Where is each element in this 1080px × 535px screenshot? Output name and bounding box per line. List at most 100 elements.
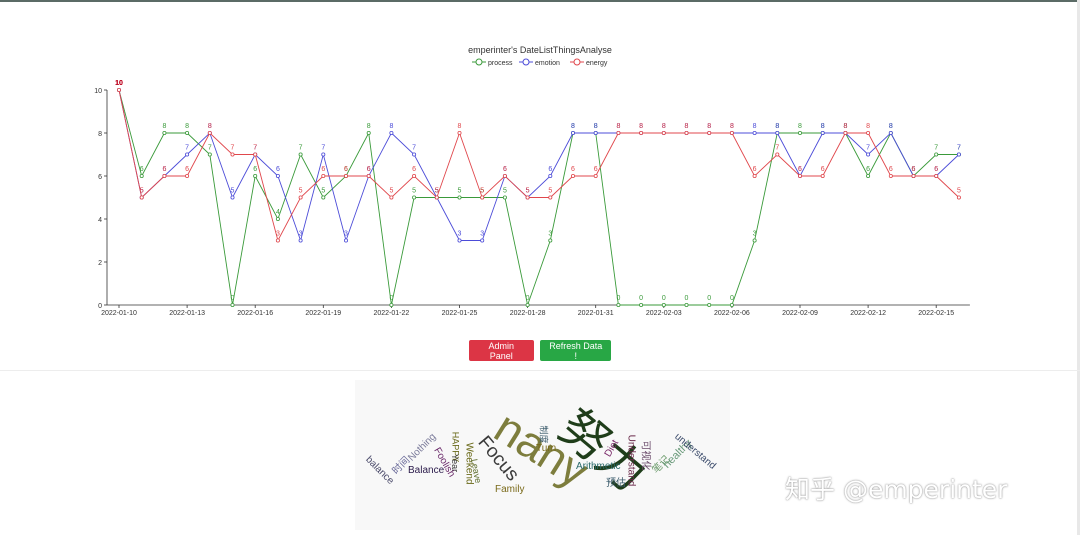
data-label-process: 7 xyxy=(934,145,938,152)
data-label-emotion: 8 xyxy=(639,123,643,130)
x-tick-label: 2022-02-12 xyxy=(850,310,886,317)
data-point-energy xyxy=(525,195,530,200)
data-point-energy xyxy=(752,173,757,178)
data-label-energy: 6 xyxy=(571,166,575,173)
data-point-energy xyxy=(139,195,144,200)
data-label-process: 5 xyxy=(503,188,507,195)
data-label-energy: 8 xyxy=(730,123,734,130)
data-point-emotion xyxy=(752,130,757,135)
data-label-process: 10 xyxy=(115,80,123,87)
data-label-energy: 5 xyxy=(140,188,144,195)
data-point-emotion xyxy=(321,152,326,157)
scrollbar-track[interactable] xyxy=(1077,0,1080,535)
data-label-energy: 5 xyxy=(480,188,484,195)
data-label-process: 6 xyxy=(866,166,870,173)
data-label-process: 5 xyxy=(435,188,439,195)
data-label-emotion: 8 xyxy=(707,123,711,130)
data-label-process: 8 xyxy=(571,123,575,130)
data-point-emotion xyxy=(820,130,825,135)
data-label-emotion: 8 xyxy=(685,123,689,130)
data-label-emotion: 6 xyxy=(367,166,371,173)
data-label-emotion: 8 xyxy=(662,123,666,130)
wordcloud-word: Turn xyxy=(536,443,557,454)
data-point-emotion xyxy=(548,173,553,178)
refresh-data-button[interactable]: Refresh Data ! xyxy=(540,340,612,361)
data-label-process: 6 xyxy=(253,166,257,173)
data-label-energy: 7 xyxy=(253,145,257,152)
data-label-emotion: 8 xyxy=(775,123,779,130)
data-label-emotion: 8 xyxy=(843,123,847,130)
data-point-process xyxy=(275,216,280,221)
y-tick-label: 2 xyxy=(98,260,102,267)
wordcloud-background xyxy=(355,380,730,530)
data-label-process: 0 xyxy=(707,295,711,302)
x-tick-label: 2022-02-09 xyxy=(782,310,818,317)
data-label-process: 0 xyxy=(526,295,530,302)
data-point-emotion xyxy=(343,238,348,243)
data-point-process xyxy=(707,302,712,307)
data-label-energy: 6 xyxy=(594,166,598,173)
data-point-process xyxy=(389,302,394,307)
action-buttons: Admin Panel Refresh Data ! xyxy=(0,340,1080,364)
legend-marker xyxy=(522,58,530,66)
data-label-energy: 10 xyxy=(115,80,123,87)
y-tick-label: 8 xyxy=(98,131,102,138)
data-label-emotion: 8 xyxy=(616,123,620,130)
data-point-energy xyxy=(911,173,916,178)
legend-label-energy: energy xyxy=(586,60,608,67)
data-label-process: 3 xyxy=(548,231,552,238)
data-point-process xyxy=(616,302,621,307)
data-label-process: 0 xyxy=(639,295,643,302)
y-tick-label: 4 xyxy=(98,217,102,224)
series-line-process xyxy=(118,89,959,307)
data-label-energy: 5 xyxy=(526,188,530,195)
data-label-process: 3 xyxy=(753,231,757,238)
data-point-emotion xyxy=(775,130,780,135)
data-label-emotion: 6 xyxy=(934,166,938,173)
data-point-process xyxy=(934,152,939,157)
x-tick-label: 2022-01-13 xyxy=(169,310,205,317)
data-point-energy xyxy=(729,130,734,135)
data-label-emotion: 5 xyxy=(435,188,439,195)
data-label-energy: 6 xyxy=(934,166,938,173)
data-label-emotion: 3 xyxy=(480,231,484,238)
x-tick-label: 2022-01-25 xyxy=(442,310,478,317)
data-point-process xyxy=(185,130,190,135)
data-label-emotion: 6 xyxy=(162,166,166,173)
data-label-process: 0 xyxy=(389,295,393,302)
data-label-process: 8 xyxy=(162,123,166,130)
data-point-process xyxy=(412,195,417,200)
data-point-energy xyxy=(275,238,280,243)
data-label-emotion: 10 xyxy=(115,80,123,87)
data-label-energy: 7 xyxy=(231,145,235,152)
admin-panel-button[interactable]: Admin Panel xyxy=(468,340,534,361)
data-point-energy xyxy=(820,173,825,178)
data-point-energy xyxy=(798,173,803,178)
data-label-emotion: 6 xyxy=(798,166,802,173)
data-label-process: 7 xyxy=(299,145,303,152)
data-label-process: 8 xyxy=(775,123,779,130)
data-point-process xyxy=(684,302,689,307)
data-label-process: 8 xyxy=(185,123,189,130)
data-point-emotion xyxy=(412,152,417,157)
data-point-process xyxy=(457,195,462,200)
data-point-process xyxy=(548,238,553,243)
data-label-process: 7 xyxy=(957,145,961,152)
chart-axes: 0 2 4 6 8 10 2022-01-10 2022-01-13 2022-01-16 202… xyxy=(94,88,970,317)
data-label-process: 0 xyxy=(231,295,235,302)
data-point-energy xyxy=(343,173,348,178)
y-tick-label: 10 xyxy=(94,88,102,95)
data-label-energy: 6 xyxy=(321,166,325,173)
data-label-energy: 6 xyxy=(912,166,916,173)
data-label-energy: 5 xyxy=(435,188,439,195)
watermark: 知乎 @emperinter xyxy=(785,475,1008,504)
data-label-emotion: 5 xyxy=(231,188,235,195)
wordcloud-word: Family xyxy=(495,484,525,495)
data-label-energy: 6 xyxy=(344,166,348,173)
data-label-energy: 6 xyxy=(185,166,189,173)
data-label-process: 0 xyxy=(730,295,734,302)
data-label-emotion: 7 xyxy=(957,145,961,152)
legend-label-process: process xyxy=(488,60,513,67)
data-label-process: 8 xyxy=(798,123,802,130)
data-label-emotion: 6 xyxy=(503,166,507,173)
